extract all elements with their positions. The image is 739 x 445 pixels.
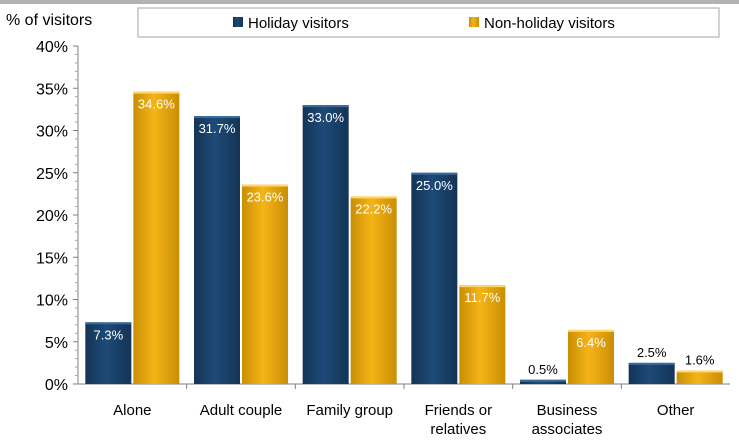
y-tick-label: 25% <box>36 166 68 183</box>
bar-holiday <box>302 105 349 385</box>
y-tick-label: 40% <box>36 39 68 56</box>
bar-nonholiday <box>459 285 506 384</box>
bar-holiday-highlight <box>520 379 566 382</box>
y-tick-label: 5% <box>45 335 68 352</box>
data-label: 22.2% <box>355 201 392 216</box>
y-tick-label: 20% <box>36 208 68 225</box>
x-category-label: Business <box>537 402 598 419</box>
bar-holiday-highlight <box>628 362 675 365</box>
bar-nonholiday-highlight <box>350 196 397 199</box>
bar-nonholiday-highlight <box>133 91 180 94</box>
data-label: 7.3% <box>94 327 124 342</box>
legend-box <box>137 7 720 38</box>
bar-nonholiday-highlight <box>459 285 506 288</box>
legend-swatch-holiday <box>233 17 243 27</box>
data-label: 31.7% <box>199 121 236 136</box>
legend-label: Non-holiday visitors <box>484 15 615 32</box>
legend-swatch-nonholiday <box>469 17 479 27</box>
bar-holiday <box>628 362 675 384</box>
bars <box>85 91 723 385</box>
x-category-label: relatives <box>430 421 486 438</box>
legend-label: Holiday visitors <box>248 15 349 32</box>
bar-nonholiday <box>133 91 180 384</box>
data-label: 11.7% <box>464 290 500 305</box>
bar-holiday-highlight <box>194 116 240 119</box>
bar-holiday <box>411 172 458 384</box>
data-label: 25.0% <box>416 178 453 193</box>
bar-nonholiday-highlight <box>568 329 614 332</box>
x-category-label: Other <box>657 402 695 419</box>
data-labels: 7.3% 34.6% 31.7% 23.6% 33.0% 22.2% 25.0% 11.7% 0… <box>94 97 715 377</box>
bar-nonholiday-highlight <box>242 184 288 187</box>
bar-holiday-highlight <box>302 105 349 108</box>
data-label: 23.6% <box>247 190 284 205</box>
data-label: 6.4% <box>576 335 606 350</box>
bar-holiday <box>520 379 566 384</box>
y-axis-title: % of visitors <box>6 12 92 29</box>
y-tick-label: 10% <box>36 293 68 310</box>
bar-nonholiday <box>242 184 288 384</box>
x-category-label: Adult couple <box>200 402 283 419</box>
bar-holiday <box>194 116 240 384</box>
data-label: 34.6% <box>138 97 175 112</box>
data-label: 0.5% <box>528 362 558 377</box>
y-tick-label: 30% <box>36 124 68 141</box>
y-tick-label: 0% <box>45 377 68 394</box>
data-label: 2.5% <box>637 345 667 360</box>
axes: 0% 5% 10% 15% 20% 25% 30% 35% 40% Alone Adult coup… <box>36 39 730 438</box>
x-category-label: Alone <box>113 402 151 419</box>
x-category-label: Friends or <box>425 402 493 419</box>
x-category-label: Family group <box>306 402 393 419</box>
bar-nonholiday <box>350 196 397 384</box>
bar-holiday <box>85 322 132 384</box>
bar-nonholiday-highlight <box>676 370 723 373</box>
data-label: 33.0% <box>307 110 344 125</box>
bar-nonholiday <box>568 329 614 384</box>
y-tick-label: 35% <box>36 81 68 98</box>
y-tick-label: 15% <box>36 250 68 267</box>
top-border <box>0 0 739 4</box>
data-label: 1.6% <box>685 352 715 367</box>
bar-holiday-highlight <box>411 172 458 175</box>
bar-nonholiday <box>676 370 723 384</box>
legend: Holiday visitors Non-holiday visitors <box>137 7 720 38</box>
bar-holiday-highlight <box>85 322 132 325</box>
x-category-label: associates <box>532 421 603 438</box>
